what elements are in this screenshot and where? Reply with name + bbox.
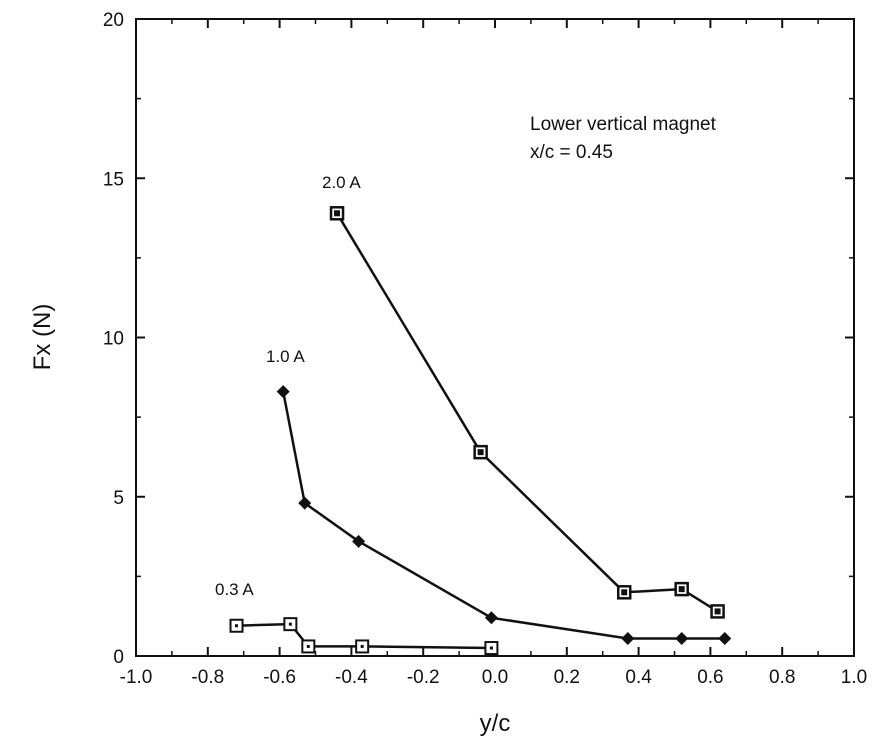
series-markers bbox=[229, 206, 732, 656]
data-point-core bbox=[678, 586, 685, 593]
data-point bbox=[621, 631, 635, 645]
data-point-core bbox=[489, 646, 493, 650]
y-tick-label: 10 bbox=[103, 329, 124, 350]
data-point bbox=[276, 385, 290, 399]
data-point bbox=[298, 496, 312, 510]
data-point-core bbox=[334, 210, 341, 217]
data-point bbox=[484, 611, 498, 625]
x-tick-label: -0.6 bbox=[263, 667, 296, 688]
data-point-core bbox=[306, 644, 310, 648]
x-axis-label: y/c bbox=[480, 710, 511, 737]
y-axis-label: Fx (N) bbox=[29, 304, 56, 371]
data-point bbox=[718, 631, 732, 645]
y-tick-label: 0 bbox=[113, 647, 124, 668]
axis-ticks bbox=[135, 18, 855, 657]
x-tick-label: -0.8 bbox=[191, 667, 224, 688]
data-point-core bbox=[714, 608, 721, 615]
x-tick-label: -1.0 bbox=[120, 667, 153, 688]
data-point-core bbox=[235, 624, 239, 628]
data-point-core bbox=[288, 622, 292, 626]
series-lines bbox=[236, 212, 725, 650]
data-point bbox=[352, 534, 366, 548]
series-label-2a: 2.0 A bbox=[322, 173, 361, 192]
y-tick-label: 15 bbox=[103, 169, 124, 190]
x-tick-label: 0.6 bbox=[697, 667, 723, 688]
data-point bbox=[675, 631, 689, 645]
x-tick-labels: -1.0 -0.8 -0.6 -0.4 -0.2 0.0 0.2 0.4 0.6 0.8 1.0 bbox=[120, 667, 868, 688]
series-line bbox=[281, 391, 725, 640]
x-tick-label: 0.2 bbox=[554, 667, 580, 688]
data-point-core bbox=[360, 644, 364, 648]
series-line bbox=[335, 212, 719, 613]
x-tick-label: 0.4 bbox=[625, 667, 652, 688]
plot-frame bbox=[135, 18, 855, 657]
x-tick-label: 1.0 bbox=[841, 667, 867, 688]
x-tick-label: -0.2 bbox=[407, 667, 440, 688]
x-tick-label: -0.4 bbox=[335, 667, 368, 688]
x-tick-label: 0.8 bbox=[769, 667, 795, 688]
x-tick-label: 0.0 bbox=[482, 667, 508, 688]
data-point-core bbox=[477, 449, 484, 456]
annotation-line-1: Lower vertical magnet bbox=[530, 114, 717, 135]
annotation-line-2: x/c = 0.45 bbox=[530, 142, 613, 163]
y-tick-label: 20 bbox=[103, 10, 124, 31]
y-tick-label: 5 bbox=[113, 488, 124, 509]
y-tick-labels: 0 5 10 15 20 bbox=[103, 10, 124, 668]
series-label-1a: 1.0 A bbox=[266, 347, 305, 366]
data-point-core bbox=[621, 589, 628, 596]
series-label-03a: 0.3 A bbox=[215, 580, 254, 599]
